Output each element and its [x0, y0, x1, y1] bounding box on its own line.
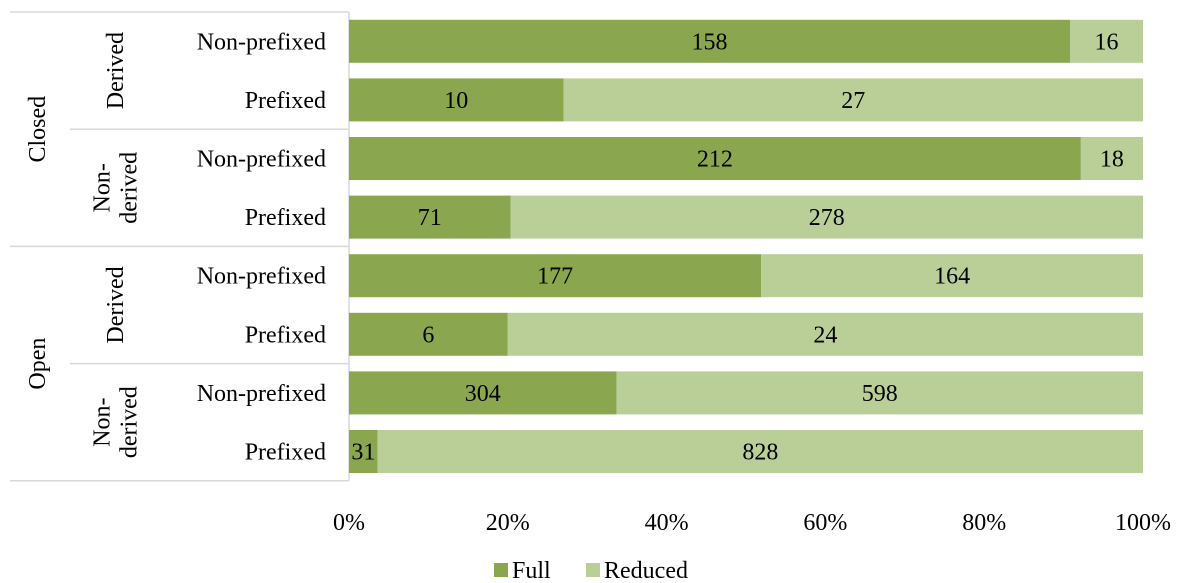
- data-label: 598: [862, 381, 898, 407]
- bar-full: [349, 78, 564, 122]
- subgroup-label-line: derived: [117, 386, 143, 458]
- x-tick-label: 80%: [962, 510, 1006, 536]
- group-label: Open: [25, 338, 51, 390]
- data-label: 27: [841, 88, 865, 114]
- legend-swatch-full: [494, 563, 508, 577]
- data-label: 164: [934, 264, 970, 290]
- row-label: Non-prefixed: [197, 381, 326, 407]
- bar-full: [349, 19, 1070, 63]
- bar-full: [349, 371, 617, 415]
- data-label: 31: [351, 440, 375, 466]
- subgroup-label-line: derived: [117, 152, 143, 224]
- legend: Full Reduced: [494, 558, 688, 583]
- bar-reduced: [510, 195, 1143, 239]
- bar-full: [349, 312, 508, 356]
- data-label: 10: [444, 88, 468, 114]
- bar-reduced: [1069, 19, 1143, 63]
- bar-reduced: [761, 254, 1143, 298]
- subgroup-label: Non-derived: [90, 386, 143, 458]
- bar-reduced: [377, 430, 1143, 473]
- subgroup-label-line: Non-: [90, 163, 116, 212]
- legend-label: Reduced: [604, 558, 688, 583]
- subgroup-label: Derived: [103, 266, 129, 343]
- bar-reduced: [563, 78, 1143, 122]
- group-label: Closed: [25, 96, 51, 163]
- data-label: 304: [465, 381, 501, 407]
- subgroup-label: Non-derived: [90, 152, 143, 224]
- x-tick-label: 20%: [486, 510, 530, 536]
- row-label: Prefixed: [245, 322, 326, 348]
- x-tick-label: 60%: [803, 510, 847, 536]
- data-label: 278: [809, 205, 845, 231]
- subgroup-label-line: Non-: [90, 398, 116, 447]
- row-label: Prefixed: [245, 440, 326, 466]
- data-label: 177: [537, 264, 573, 290]
- bar-full: [349, 430, 378, 473]
- row-label: Non-prefixed: [197, 264, 326, 290]
- bar-reduced: [616, 371, 1143, 415]
- bar-full: [349, 137, 1081, 180]
- bar-reduced: [1080, 137, 1143, 180]
- group-labels: Closed Open: [25, 96, 51, 390]
- data-label: 828: [742, 440, 778, 466]
- row-label: Non-prefixed: [197, 29, 326, 55]
- x-axis-ticks: 0% 20% 40% 60% 80% 100%: [333, 510, 1171, 536]
- subgroup-labels: Derived Non-derived Derived Non-derived: [90, 32, 143, 458]
- data-label: 24: [813, 322, 837, 348]
- data-label: 71: [418, 205, 442, 231]
- row-labels: Non-prefixed Prefixed Non-prefixed Prefixed…: [197, 29, 326, 465]
- data-label: 18: [1100, 147, 1124, 173]
- row-label: Non-prefixed: [197, 147, 326, 173]
- x-tick-label: 40%: [645, 510, 689, 536]
- row-label: Prefixed: [245, 205, 326, 231]
- data-label: 212: [697, 147, 733, 173]
- category-separators: [10, 11, 350, 482]
- x-tick-label: 100%: [1115, 510, 1171, 536]
- data-label: 6: [422, 322, 434, 348]
- bars: 158 16 10 27 212 18 71 278 177 164 6 24 304 598 31 828: [349, 19, 1143, 473]
- bar-reduced: [507, 312, 1143, 356]
- bar-full: [349, 254, 762, 298]
- bar-full: [349, 195, 511, 239]
- row-label: Prefixed: [245, 88, 326, 114]
- subgroup-label-line: Derived: [103, 266, 129, 343]
- data-label: 158: [691, 29, 727, 55]
- subgroup-label: Derived: [103, 32, 129, 109]
- subgroup-label-line: Derived: [103, 32, 129, 109]
- legend-label: Full: [512, 558, 551, 583]
- legend-swatch-reduced: [586, 563, 600, 577]
- data-label: 16: [1094, 29, 1118, 55]
- x-tick-label: 0%: [333, 510, 365, 536]
